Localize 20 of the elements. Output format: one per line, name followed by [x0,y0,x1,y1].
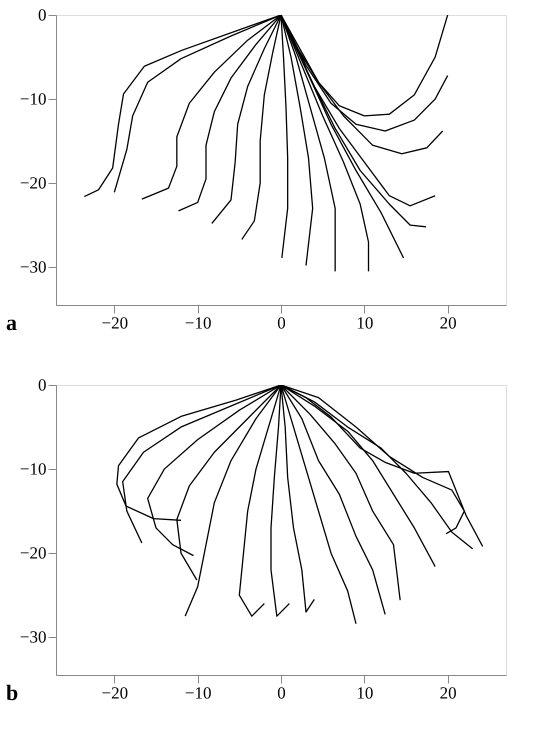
x-tick-label: −20 [102,314,128,332]
y-tick-label: −10 [20,90,46,109]
y-tick-label: 0 [38,6,46,24]
x-tick-label: −10 [184,684,212,702]
y-tick-label: −20 [20,544,46,563]
x-tick-label: 20 [440,314,457,332]
x-tick-label: −20 [102,684,128,702]
x-tick-label: 0 [277,314,286,332]
y-tick-label: 0 [38,376,46,394]
x-tick-label: −10 [184,314,212,332]
text: b [6,680,18,705]
x-tick-label: 0 [277,684,286,702]
x-tick-label: 10 [356,684,374,702]
y-tick-label: −10 [20,460,46,479]
y-tick-label: −20 [20,174,46,193]
y-tick-label: −30 [20,628,46,647]
text: a [6,310,17,335]
x-tick-label: 10 [356,314,374,332]
y-tick-label: −30 [20,258,46,277]
x-tick-label: 20 [440,684,457,702]
